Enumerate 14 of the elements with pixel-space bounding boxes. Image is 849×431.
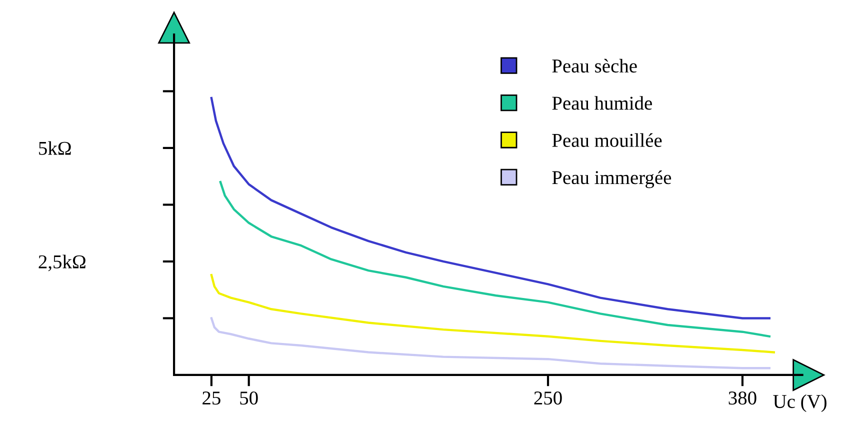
x-axis-title: Uc (V) bbox=[773, 394, 826, 412]
legend-label: Peau sèche bbox=[552, 58, 637, 73]
x-tick-label: 380 bbox=[728, 392, 756, 405]
y-tick-label: 2,5kΩ bbox=[38, 254, 86, 272]
legend-label: Peau immergée bbox=[552, 170, 672, 188]
line-series bbox=[210, 96, 771, 320]
legend-label: Peau mouillée bbox=[552, 133, 662, 147]
line-series bbox=[210, 317, 771, 370]
legend-label: Peau humide bbox=[552, 96, 652, 110]
x-tick-label: 25 bbox=[202, 392, 220, 405]
y-tick-label: 5kΩ bbox=[39, 141, 71, 155]
x-tick-label: 50 bbox=[240, 392, 258, 405]
line-series bbox=[210, 274, 775, 354]
x-tick-label: 250 bbox=[534, 392, 562, 405]
